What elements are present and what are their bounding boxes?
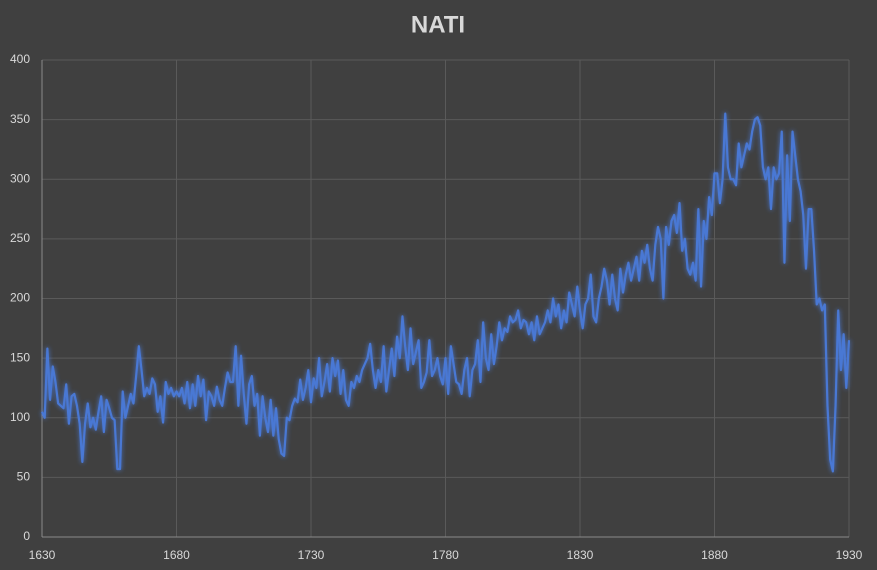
data-line [40, 112, 851, 473]
y-tick-label: 50 [17, 470, 31, 484]
y-tick-label: 400 [10, 52, 30, 66]
y-tick-label: 250 [10, 231, 30, 245]
x-tick-label: 1680 [163, 548, 190, 562]
x-tick-label: 1930 [836, 548, 863, 562]
chart-title: NATI [411, 11, 465, 38]
y-tick-label: 100 [10, 410, 30, 424]
x-tick-label: 1880 [701, 548, 728, 562]
y-tick-label: 350 [10, 112, 30, 126]
y-tick-label: 0 [23, 529, 30, 543]
x-tick-label: 1780 [432, 548, 459, 562]
x-tick-label: 1730 [298, 548, 325, 562]
y-tick-label: 200 [10, 291, 30, 305]
y-tick-label: 150 [10, 350, 30, 364]
x-tick-label: 1630 [29, 548, 56, 562]
y-tick-label: 300 [10, 171, 30, 185]
x-tick-label: 1830 [567, 548, 594, 562]
